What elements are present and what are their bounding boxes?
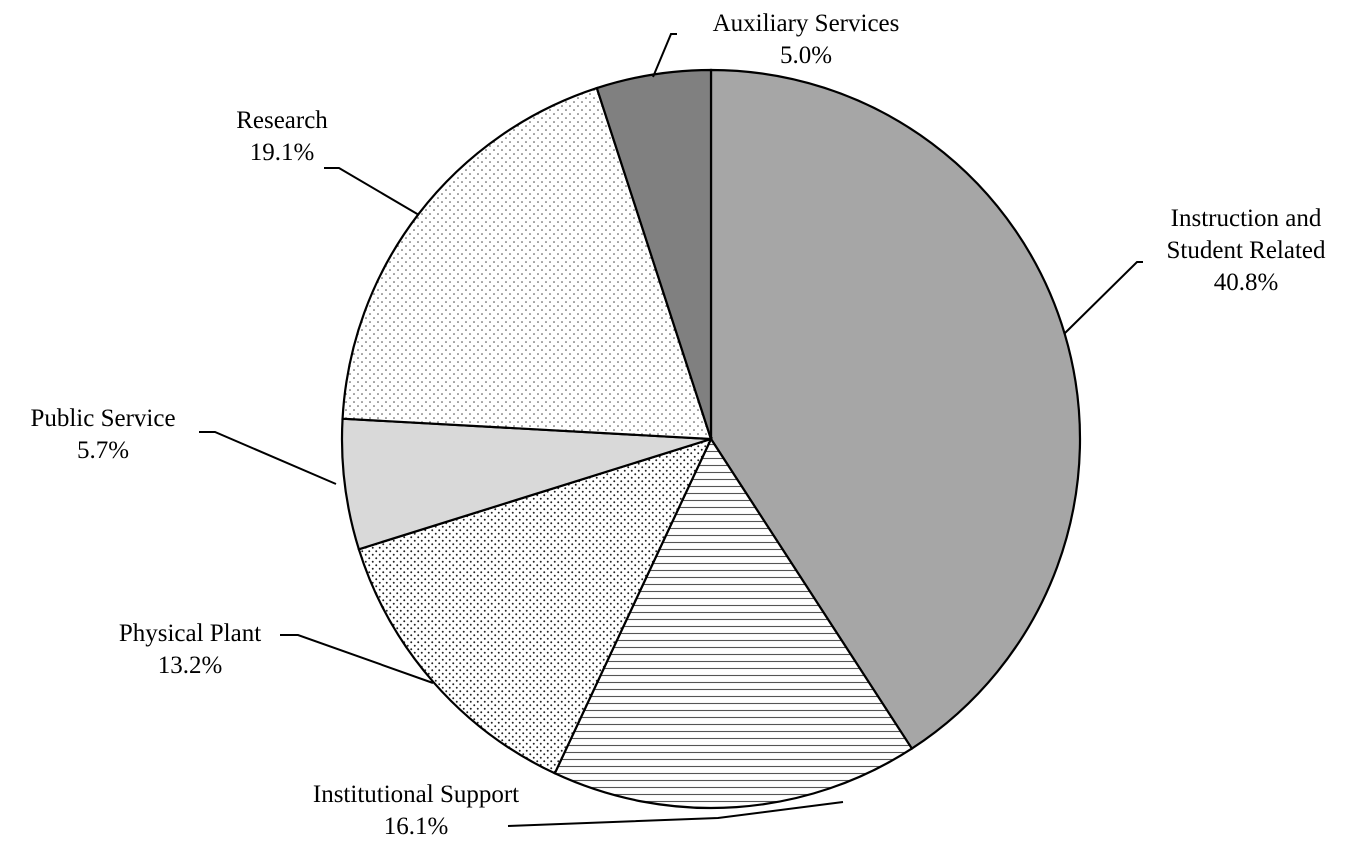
percent-value: 40.8% bbox=[1214, 269, 1279, 296]
slice-public-service bbox=[340, 417, 712, 551]
label-instruction-and-student-related: Instruction and Student Related 40.8% bbox=[1167, 205, 1326, 296]
percent-value: 19.1% bbox=[250, 139, 315, 166]
label-research: Research 19.1% bbox=[236, 107, 328, 166]
category-name: Public Service bbox=[30, 405, 175, 432]
percent-value: 5.0% bbox=[780, 42, 832, 69]
percent-value: 16.1% bbox=[384, 813, 449, 840]
category-name: Research bbox=[236, 107, 328, 134]
leader-line-physical-plant bbox=[280, 634, 434, 684]
pie-slices bbox=[340, 68, 1082, 810]
category-name: Institutional Support bbox=[313, 781, 519, 808]
category-name: Auxiliary Services bbox=[713, 10, 900, 37]
slice-institutional-support bbox=[553, 436, 914, 810]
label-auxiliary-services: Auxiliary Services 5.0% bbox=[713, 10, 900, 69]
leader-line-auxiliary-services bbox=[652, 33, 677, 78]
leader-line-instruction-and-student-related bbox=[1063, 261, 1143, 335]
leader-line-research bbox=[324, 167, 420, 216]
percent-value: 5.7% bbox=[77, 437, 129, 464]
label-institutional-support: Institutional Support 16.1% bbox=[313, 781, 519, 840]
label-physical-plant: Physical Plant 13.2% bbox=[119, 620, 261, 679]
leader-line-institutional-support bbox=[507, 801, 844, 827]
category-name: Student Related bbox=[1167, 237, 1326, 264]
percent-value: 13.2% bbox=[158, 652, 223, 679]
category-name: Physical Plant bbox=[119, 620, 261, 647]
leader-line-public-service bbox=[199, 431, 337, 485]
leader-lines bbox=[199, 33, 1143, 827]
label-public-service: Public Service 5.7% bbox=[30, 405, 175, 464]
category-name: Instruction and bbox=[1171, 205, 1322, 232]
slice-labels: Instruction and Student Related 40.8% Insti… bbox=[30, 10, 1326, 840]
